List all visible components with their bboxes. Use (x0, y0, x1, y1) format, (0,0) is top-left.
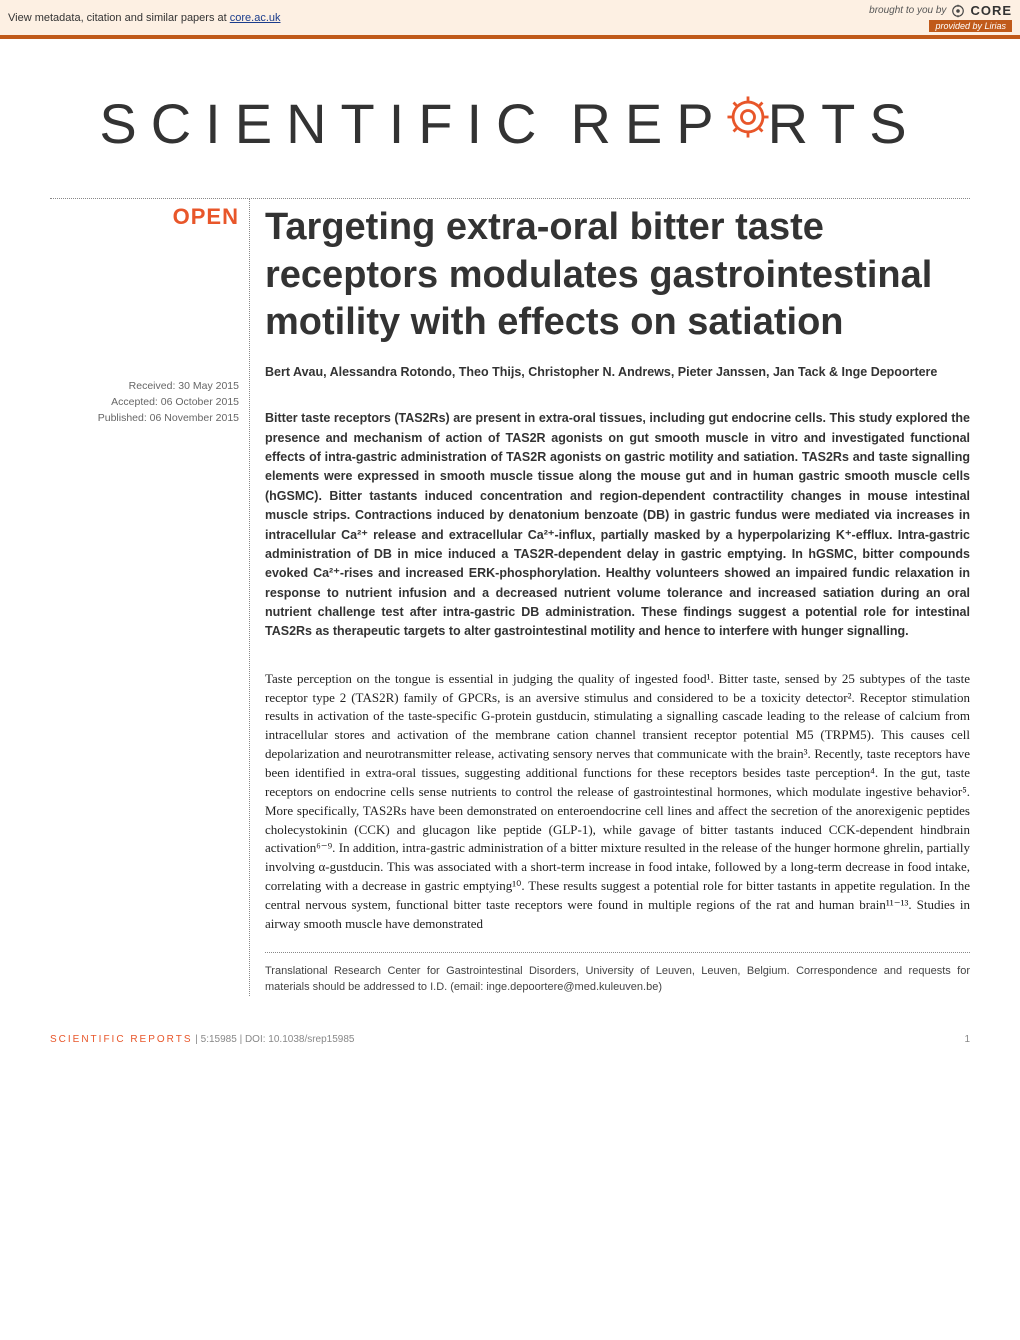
body-text: Taste perception on the tongue is essent… (265, 670, 970, 934)
content-wrapper: OPEN Received: 30 May 2015 Accepted: 06 … (0, 198, 1020, 1026)
journal-logo: SCIENTIFIC REP RTS (0, 39, 1020, 198)
core-icon (951, 4, 965, 18)
core-logo-text: CORE (970, 3, 1012, 18)
journal-name-part1: SCIENTIFIC (99, 91, 550, 156)
affiliation-text: Translational Research Center for Gastro… (265, 963, 970, 996)
banner-prefix-text: View metadata, citation and similar pape… (8, 12, 230, 24)
banner-left: View metadata, citation and similar pape… (8, 12, 281, 24)
footer-citation-text: | 5:15985 | DOI: 10.1038/srep15985 (193, 1034, 355, 1045)
author-list: Bert Avau, Alessandra Rotondo, Theo Thij… (265, 363, 970, 382)
accepted-date: Accepted: 06 October 2015 (50, 396, 239, 408)
abstract-text: Bitter taste receptors (TAS2Rs) are pres… (265, 409, 970, 642)
page-number: 1 (964, 1034, 970, 1045)
core-brand: brought to you by CORE (869, 3, 1012, 18)
provided-by-badge: provided by Lirias (929, 20, 1012, 32)
article-main: Targeting extra-oral bitter taste recept… (265, 199, 970, 996)
core-link[interactable]: core.ac.uk (230, 12, 281, 24)
repository-banner: View metadata, citation and similar pape… (0, 0, 1020, 39)
article-title: Targeting extra-oral bitter taste recept… (265, 199, 970, 347)
page-footer: SCIENTIFIC REPORTS | 5:15985 | DOI: 10.1… (0, 1026, 1020, 1057)
article-grid: OPEN Received: 30 May 2015 Accepted: 06 … (50, 198, 970, 996)
journal-name-part2-post: RTS (768, 91, 921, 156)
brought-to-you-text: brought to you by (869, 5, 946, 16)
journal-name-part2-pre: REP (570, 91, 727, 156)
received-date: Received: 30 May 2015 (50, 380, 239, 392)
article-sidebar: OPEN Received: 30 May 2015 Accepted: 06 … (50, 199, 250, 996)
banner-right: brought to you by CORE provided by Liria… (869, 3, 1012, 32)
footer-journal-label: SCIENTIFIC REPORTS (50, 1034, 193, 1045)
journal-logo-text: SCIENTIFIC REP RTS (0, 89, 1020, 158)
dotted-separator (265, 952, 970, 953)
footer-citation: SCIENTIFIC REPORTS | 5:15985 | DOI: 10.1… (50, 1034, 354, 1045)
published-date: Published: 06 November 2015 (50, 412, 239, 424)
open-access-badge: OPEN (50, 204, 239, 230)
